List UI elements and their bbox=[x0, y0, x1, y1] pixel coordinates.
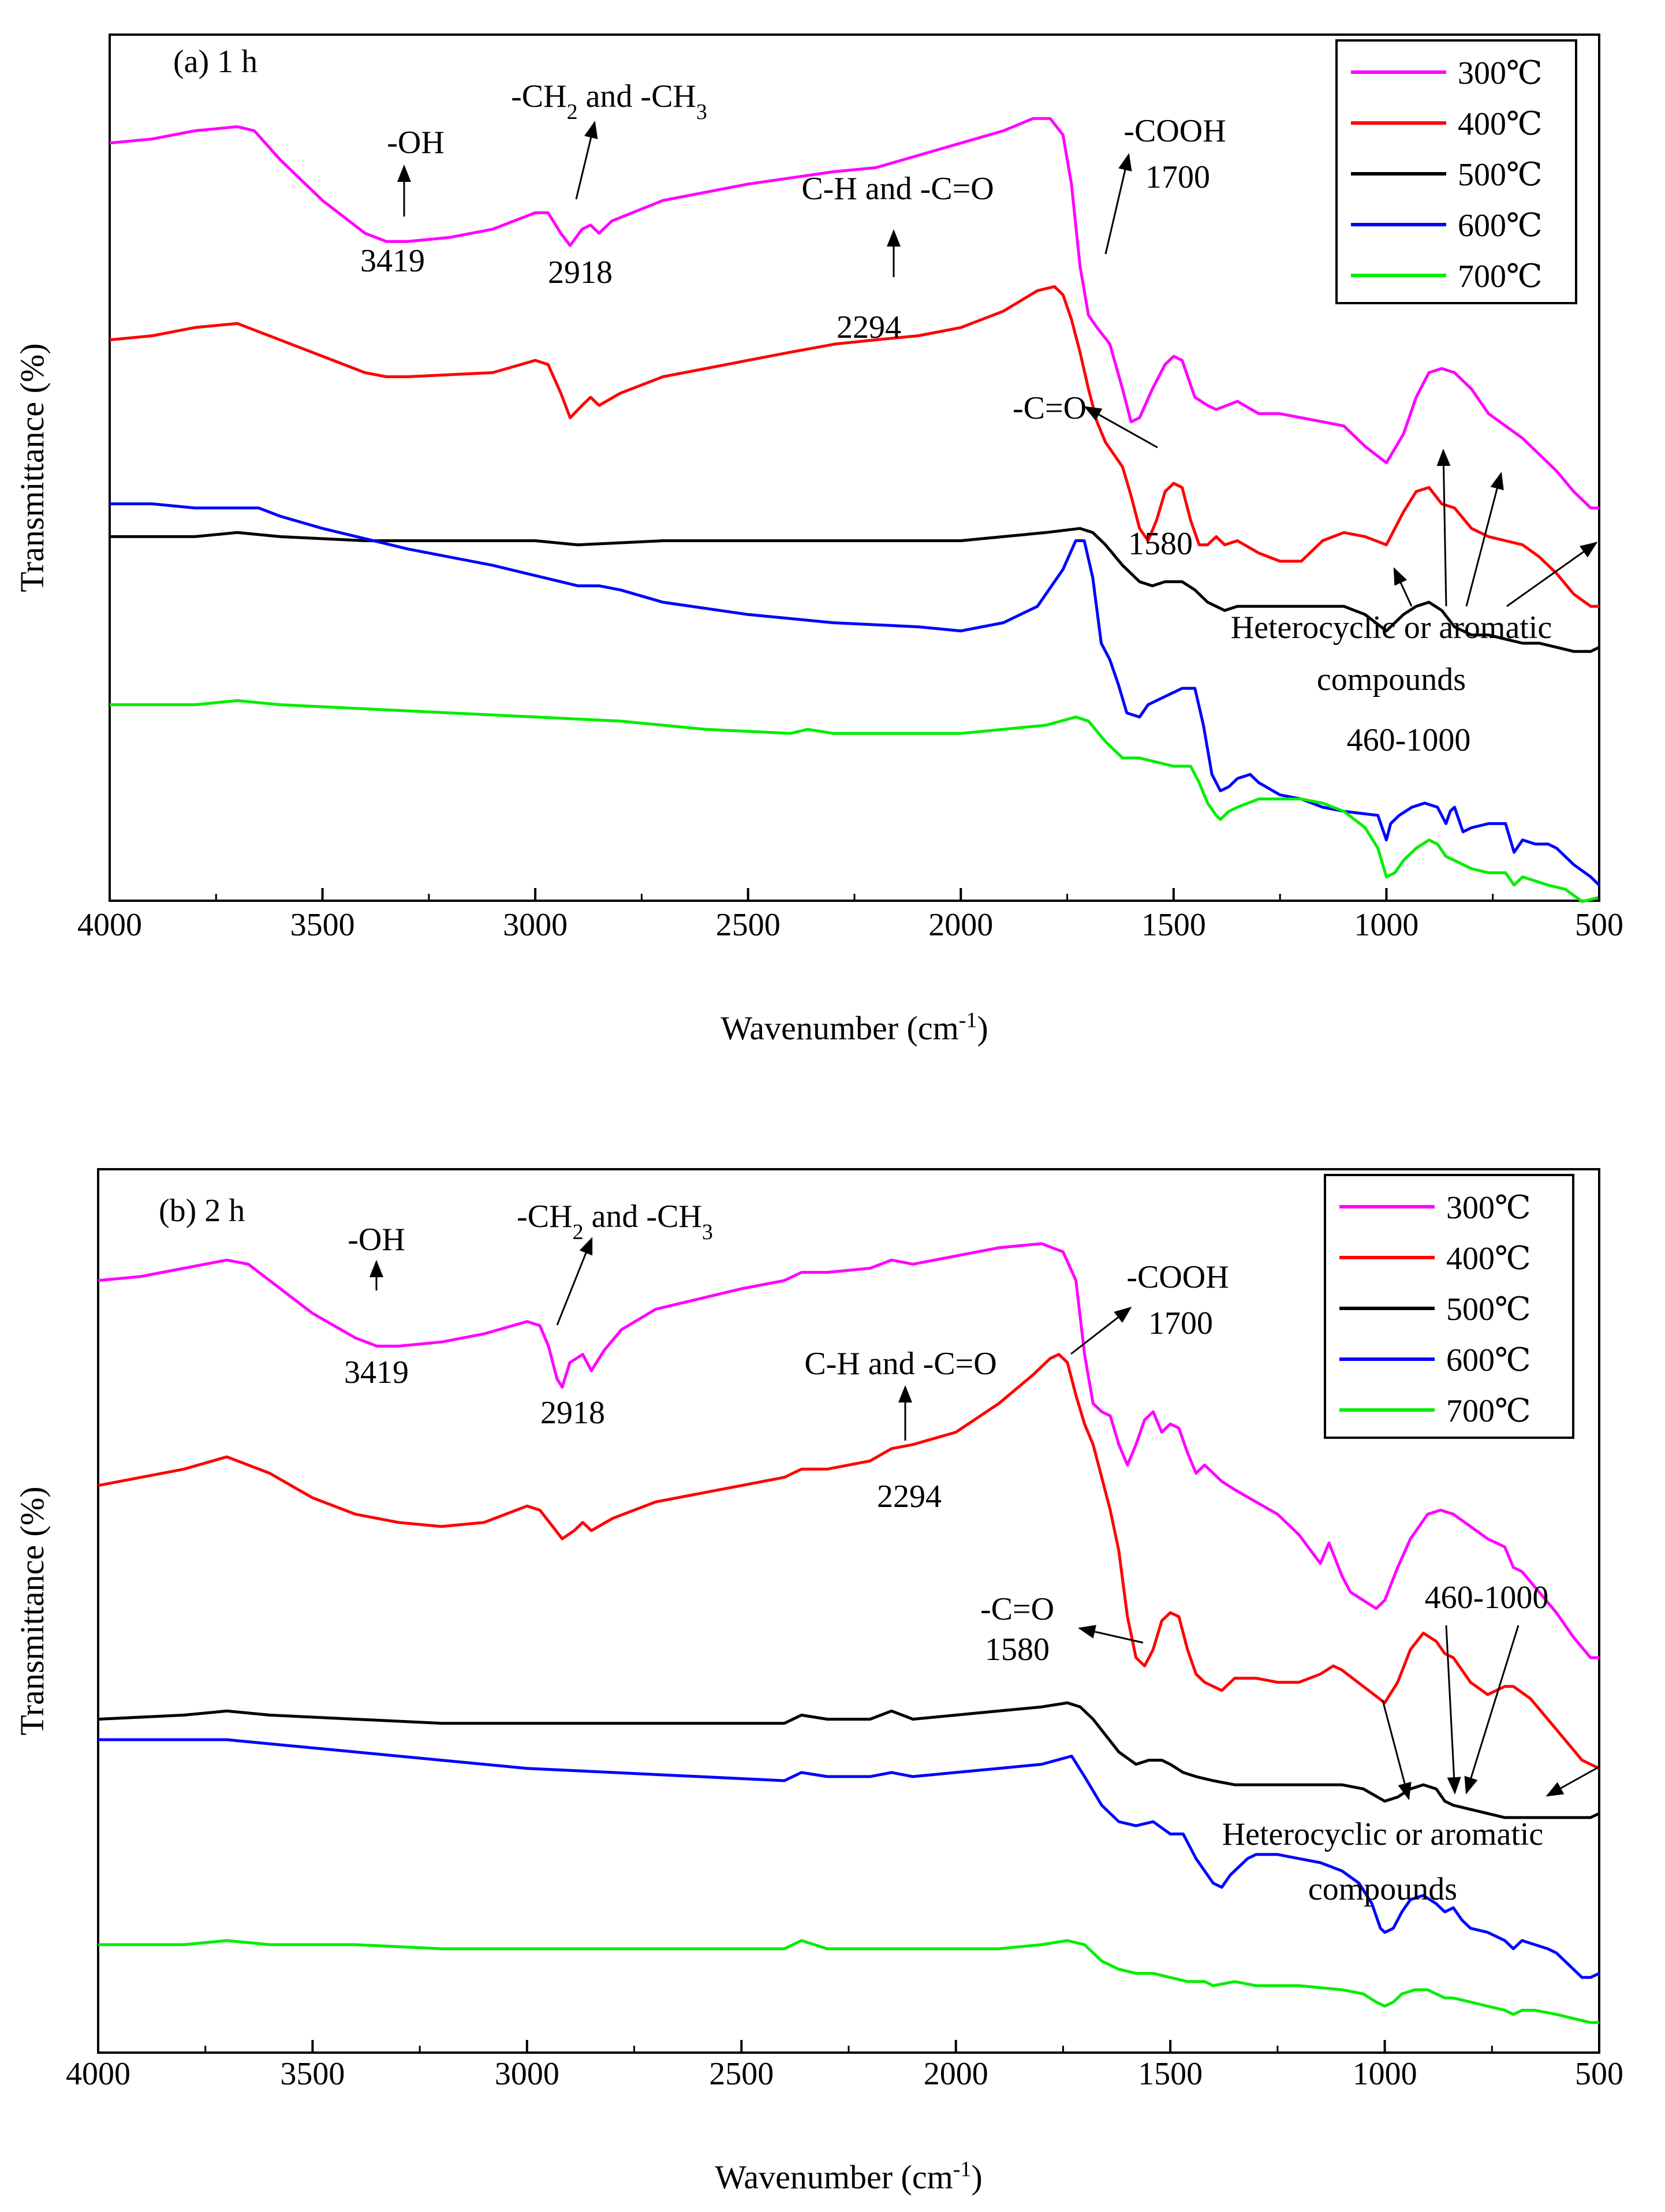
x-tick-label: 2000 bbox=[924, 2056, 988, 2092]
annotation-label: 1580 bbox=[985, 1632, 1050, 1668]
annotation-arrow bbox=[1104, 153, 1132, 255]
annotation-label: 3419 bbox=[344, 1355, 409, 1390]
legend-label: 400℃ bbox=[1446, 1241, 1531, 1277]
annotation-label: 2918 bbox=[548, 255, 613, 290]
heterocyclic-arrow bbox=[1545, 1766, 1600, 1797]
ch2-ch3-label: -CH2 and -CH3 bbox=[511, 79, 707, 124]
legend-label: 700℃ bbox=[1446, 1393, 1531, 1429]
legend-label: 600℃ bbox=[1458, 208, 1543, 244]
legend: 300℃ 400℃ 500℃ 600℃ 700℃ bbox=[1324, 1174, 1574, 1439]
y-axis-label: Transmittance (%) bbox=[13, 343, 51, 592]
y-axis-label: Transmittance (%) bbox=[13, 1486, 51, 1735]
series-line-700c bbox=[110, 699, 1600, 903]
chart-panel-a: 4000 3500 3000 2500 2000 1500 1000 500 Wavenumbe… bbox=[13, 33, 1623, 1047]
x-tick-label: 3000 bbox=[503, 907, 568, 943]
annotation-label: -OH bbox=[387, 125, 445, 161]
series-line-300c bbox=[98, 1242, 1599, 1659]
series-line-400c bbox=[98, 1353, 1600, 1770]
heterocyclic-arrow bbox=[1382, 1700, 1412, 1800]
legend: 300℃ 400℃ 500℃ 600℃ 700℃ bbox=[1335, 39, 1577, 304]
chart-panel-b: 4000 3500 3000 2500 2000 1500 1000 500 Wavenumbe… bbox=[13, 1168, 1623, 2196]
series-line-700c bbox=[98, 1939, 1599, 2024]
legend-label: 600℃ bbox=[1446, 1342, 1531, 1378]
panel-label: (a) 1 h bbox=[173, 44, 257, 80]
annotation-label: 2294 bbox=[877, 1479, 942, 1515]
x-tick-label: 1000 bbox=[1354, 907, 1418, 943]
legend-label: 500℃ bbox=[1458, 157, 1543, 193]
legend-label: 300℃ bbox=[1446, 1190, 1531, 1226]
x-tick-label: 1500 bbox=[1141, 907, 1206, 943]
annotation-label: Heterocyclic or aromatic bbox=[1231, 610, 1552, 646]
annotation-label: 1700 bbox=[1148, 1305, 1213, 1341]
x-tick-label: 500 bbox=[1575, 907, 1623, 943]
annotation-label: 2918 bbox=[540, 1395, 605, 1431]
legend-box bbox=[1324, 1174, 1574, 1439]
heterocyclic-arrow bbox=[1465, 472, 1504, 607]
x-tick-label: 3000 bbox=[495, 2056, 559, 2092]
x-tick-label: 500 bbox=[1575, 2056, 1623, 2092]
annotation-label: 1700 bbox=[1145, 159, 1210, 195]
series-line-500c bbox=[110, 527, 1600, 653]
heterocyclic-arrow bbox=[1506, 542, 1598, 607]
annotation-label: Heterocyclic or aromatic bbox=[1222, 1816, 1544, 1852]
legend-label: 300℃ bbox=[1458, 55, 1543, 91]
x-tick-label: 2500 bbox=[716, 907, 781, 943]
series-line-500c bbox=[98, 1701, 1600, 1819]
legend-label: 400℃ bbox=[1458, 106, 1543, 142]
x-tick-label: 4000 bbox=[66, 2056, 130, 2092]
annotation-arrow bbox=[575, 121, 598, 200]
annotation-label: compounds bbox=[1317, 662, 1466, 697]
x-tick-label: 1500 bbox=[1138, 2056, 1203, 2092]
annotation-label: C-H and -C=O bbox=[801, 171, 994, 207]
annotation-label: -OH bbox=[348, 1222, 405, 1258]
x-tick-label: 2000 bbox=[928, 907, 993, 943]
x-tick-label: 3500 bbox=[290, 907, 355, 943]
series-line-400c bbox=[109, 285, 1599, 608]
annotation-label: 460-1000 bbox=[1347, 722, 1471, 758]
x-tick-label: 4000 bbox=[77, 907, 142, 943]
annotation-label: C-H and -C=O bbox=[804, 1346, 996, 1382]
annotation-arrow bbox=[1070, 1307, 1132, 1355]
annotation-label: 3419 bbox=[360, 243, 425, 279]
heterocyclic-arrow bbox=[1445, 1625, 1461, 1795]
annotation-label: -COOH bbox=[1123, 113, 1226, 149]
x-axis-label: Wavenumber (cm-1) bbox=[720, 1008, 988, 1047]
x-tick-label: 3500 bbox=[280, 2056, 345, 2092]
x-tick-label: 2500 bbox=[709, 2056, 774, 2092]
annotation-label: -COOH bbox=[1126, 1259, 1229, 1295]
x-axis-label: Wavenumber (cm-1) bbox=[715, 2157, 982, 2196]
annotation-arrow bbox=[1078, 1625, 1144, 1644]
annotation-arrow bbox=[556, 1237, 593, 1326]
heterocyclic-arrow bbox=[1464, 1625, 1520, 1795]
annotation-label: 1580 bbox=[1128, 526, 1193, 562]
ch2-ch3-label: -CH2 and -CH3 bbox=[517, 1199, 713, 1244]
annotation-label: 460-1000 bbox=[1425, 1580, 1549, 1616]
legend-label: 700℃ bbox=[1458, 259, 1543, 294]
series-line-600c bbox=[110, 502, 1600, 886]
panel-label: (b) 2 h bbox=[159, 1193, 245, 1229]
x-tick-label: 1000 bbox=[1353, 2056, 1417, 2092]
annotation-label: compounds bbox=[1308, 1871, 1457, 1907]
series-line-600c bbox=[98, 1738, 1600, 1979]
annotation-label: -C=O bbox=[980, 1591, 1054, 1627]
annotation-label: 2294 bbox=[837, 309, 901, 345]
legend-box bbox=[1335, 39, 1577, 304]
annotation-arrow bbox=[1084, 406, 1158, 449]
heterocyclic-arrow bbox=[1393, 567, 1413, 607]
heterocyclic-arrow bbox=[1436, 449, 1451, 607]
series-line-300c bbox=[109, 117, 1599, 510]
annotation-label: -C=O bbox=[1013, 390, 1087, 426]
legend-label: 500℃ bbox=[1446, 1292, 1531, 1327]
